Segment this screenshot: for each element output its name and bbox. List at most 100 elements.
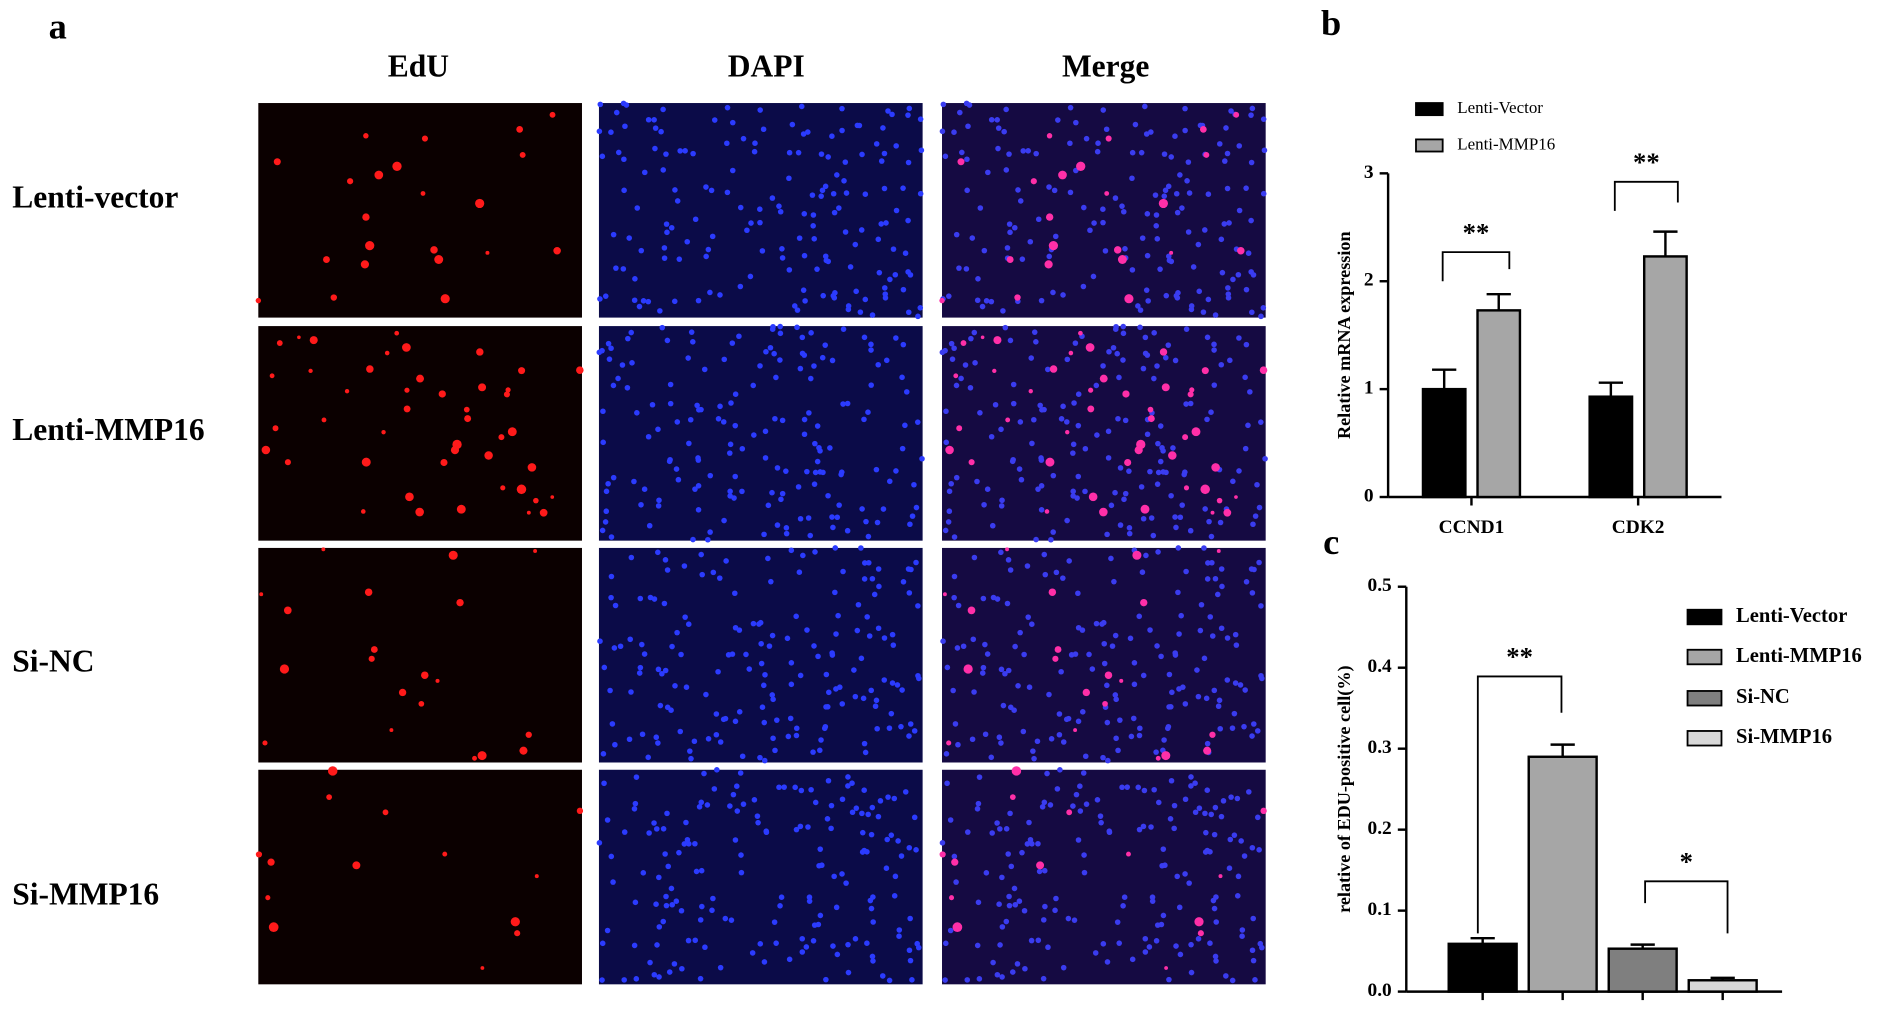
nucleus xyxy=(705,536,711,543)
nucleus xyxy=(656,924,663,930)
nucleus xyxy=(654,942,660,948)
nucleus xyxy=(1238,838,1244,844)
nucleus xyxy=(1204,576,1211,582)
edu-cell xyxy=(1088,492,1098,502)
nucleus xyxy=(1005,557,1012,563)
y-tick-label: 3 xyxy=(1364,162,1374,183)
edu-cell xyxy=(1005,547,1009,552)
nucleus xyxy=(985,169,991,176)
edu-cell xyxy=(344,389,350,394)
nucleus xyxy=(786,149,793,156)
nucleus xyxy=(713,731,720,738)
nucleus xyxy=(907,721,914,727)
nucleus xyxy=(915,313,921,320)
nucleus xyxy=(1116,374,1122,381)
nucleus xyxy=(1247,389,1253,395)
edu-cell xyxy=(477,751,487,761)
nucleus xyxy=(1154,236,1161,242)
nucleus xyxy=(801,416,808,423)
edu-cell xyxy=(1155,755,1161,761)
nucleus xyxy=(1184,178,1190,184)
edu-cell xyxy=(435,678,440,683)
nucleus xyxy=(1182,871,1188,877)
edu-cell xyxy=(1005,417,1011,423)
nucleus xyxy=(1058,668,1064,675)
nucleus xyxy=(1212,312,1219,318)
nucleus xyxy=(761,757,768,764)
bar xyxy=(1527,755,1598,993)
row-label: Lenti-MMP16 xyxy=(12,412,204,447)
nucleus xyxy=(624,384,631,391)
nucleus xyxy=(1070,493,1076,499)
nucleus xyxy=(1065,915,1072,922)
nucleus xyxy=(1075,473,1082,480)
nucleus xyxy=(1038,457,1045,463)
edu-cell xyxy=(404,387,410,393)
nucleus xyxy=(771,350,777,357)
nucleus xyxy=(1017,419,1024,425)
edu-cell xyxy=(525,731,532,738)
nucleus xyxy=(810,223,816,229)
nucleus xyxy=(1019,256,1026,262)
nucleus xyxy=(1103,126,1110,133)
nucleus xyxy=(1241,723,1247,730)
nucleus xyxy=(964,977,971,983)
edu-cell xyxy=(1161,751,1171,761)
micrograph xyxy=(940,545,1266,764)
edu-cell xyxy=(1187,391,1194,398)
nucleus xyxy=(1158,921,1165,928)
nucleus xyxy=(761,531,767,538)
nucleus xyxy=(722,715,729,722)
nucleus xyxy=(982,731,989,738)
nucleus xyxy=(1252,513,1259,519)
edu-cell xyxy=(1105,135,1112,142)
edu-cell xyxy=(1030,178,1037,185)
edu-cell xyxy=(1076,161,1086,171)
legend-swatch xyxy=(1686,608,1723,626)
nucleus xyxy=(971,689,977,695)
nucleus xyxy=(832,589,838,596)
nucleus xyxy=(1035,840,1041,847)
nucleus xyxy=(1183,401,1189,407)
nucleus xyxy=(601,780,607,787)
nucleus xyxy=(759,704,766,710)
nucleus xyxy=(970,636,977,643)
nucleus xyxy=(1079,709,1086,715)
nucleus xyxy=(1182,796,1189,803)
nucleus xyxy=(953,382,960,389)
nucleus xyxy=(663,902,670,909)
nucleus xyxy=(676,849,682,856)
nucleus xyxy=(1018,476,1025,483)
edu-cell xyxy=(992,368,997,374)
nucleus xyxy=(792,784,798,791)
nucleus xyxy=(1007,229,1013,236)
nucleus xyxy=(1148,129,1154,135)
nucleus xyxy=(811,236,818,242)
nucleus xyxy=(1146,944,1153,950)
nucleus xyxy=(795,484,802,490)
nucleus xyxy=(1067,140,1073,147)
nucleus xyxy=(862,749,869,756)
nucleus xyxy=(610,879,616,885)
nucleus xyxy=(1145,298,1151,304)
nucleus xyxy=(1233,642,1240,648)
nucleus xyxy=(1075,391,1082,397)
nucleus xyxy=(1070,441,1077,448)
nucleus xyxy=(1165,725,1171,732)
nucleus xyxy=(1129,149,1136,156)
nucleus xyxy=(875,625,882,632)
nucleus xyxy=(998,426,1004,433)
nucleus xyxy=(1208,811,1215,818)
nucleus xyxy=(796,235,803,241)
nucleus xyxy=(751,148,758,155)
nucleus xyxy=(1153,223,1160,229)
edu-cell xyxy=(533,497,539,504)
nucleus xyxy=(1025,614,1031,620)
nucleus xyxy=(874,519,881,526)
nucleus xyxy=(717,403,723,410)
nucleus xyxy=(629,360,635,366)
nucleus xyxy=(605,480,611,487)
nucleus xyxy=(1151,330,1157,336)
nucleus xyxy=(1248,217,1254,224)
edu-cell xyxy=(323,256,330,263)
